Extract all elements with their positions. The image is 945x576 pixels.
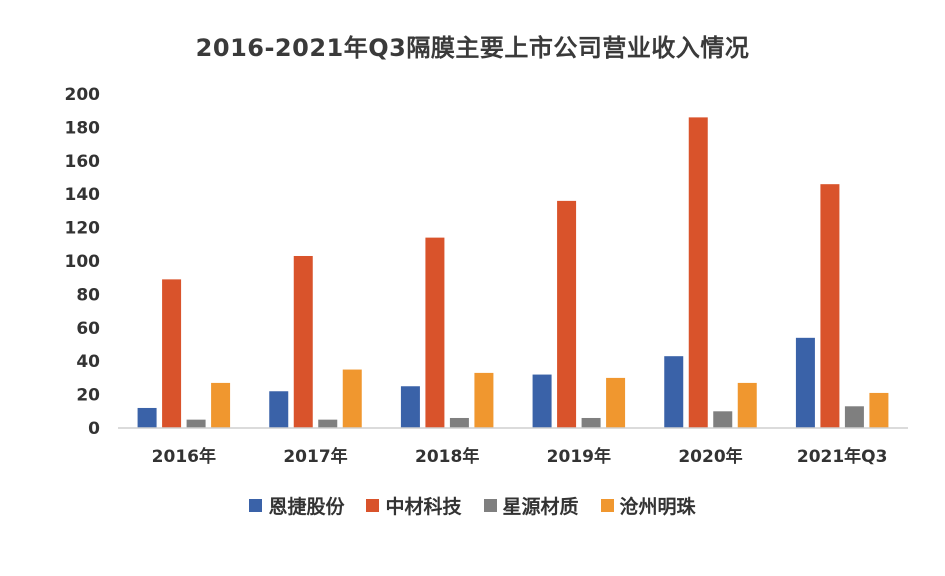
bar (293, 255, 313, 428)
x-tick-label: 2020年 (678, 446, 742, 467)
bar (606, 377, 626, 428)
y-tick-label: 20 (76, 386, 100, 406)
bar (400, 386, 420, 428)
legend-swatch (249, 499, 263, 512)
legend-label: 恩捷股份 (268, 496, 345, 518)
legend-item: 中材科技 (366, 492, 462, 519)
y-tick-label: 140 (65, 185, 101, 205)
x-tick-label: 2019年 (547, 446, 611, 467)
bar (795, 337, 815, 428)
bar (425, 237, 445, 428)
y-tick-label: 180 (65, 118, 101, 138)
x-axis: 2016年 2017年 2018年 2019年 2020年 2021年Q3 (152, 446, 888, 467)
x-tick-label: 2016年 (152, 446, 216, 467)
y-tick-label: 200 (65, 85, 101, 105)
y-tick-label: 40 (76, 352, 100, 372)
x-tick-label: 2018年 (415, 446, 479, 467)
y-tick-label: 160 (65, 152, 101, 172)
bar (688, 117, 708, 428)
y-tick-label: 80 (76, 285, 100, 305)
y-axis: 0 20 40 60 80 100 120 140 160 180 200 (65, 85, 101, 439)
bar (581, 417, 601, 428)
bar (820, 184, 840, 428)
bars-group (137, 117, 889, 428)
y-tick-label: 60 (76, 319, 100, 339)
legend-label: 星源材质 (502, 496, 579, 518)
y-tick-label: 120 (65, 219, 101, 239)
x-tick-label: 2017年 (283, 446, 347, 467)
bar (269, 391, 289, 428)
bar (474, 372, 494, 428)
bar (318, 419, 338, 428)
legend-item: 恩捷股份 (249, 492, 344, 519)
legend-item: 星源材质 (483, 492, 579, 519)
chart-title: 2016-2021年Q3隔膜主要上市公司营业收入情况 (195, 34, 750, 62)
legend: 恩捷股份 中材科技 星源材质 沧州明珠 (0, 492, 945, 519)
bar (664, 356, 684, 428)
legend-label: 中材科技 (385, 496, 462, 518)
bar (557, 200, 577, 428)
legend-swatch (483, 499, 497, 512)
bar (162, 279, 182, 428)
bar (137, 407, 157, 428)
legend-swatch (600, 499, 614, 512)
legend-swatch (366, 499, 380, 512)
bar (737, 382, 757, 428)
bar (186, 419, 206, 428)
bar (844, 406, 864, 428)
bar (713, 411, 733, 428)
legend-item: 沧州明珠 (600, 492, 696, 519)
bar (449, 417, 469, 428)
bar (532, 374, 552, 428)
legend-label: 沧州明珠 (619, 496, 696, 518)
bar (869, 392, 889, 428)
bar (342, 369, 362, 428)
bar (211, 382, 231, 428)
y-tick-label: 100 (65, 252, 101, 272)
y-tick-label: 0 (88, 419, 100, 439)
x-tick-label: 2021年Q3 (797, 446, 888, 467)
